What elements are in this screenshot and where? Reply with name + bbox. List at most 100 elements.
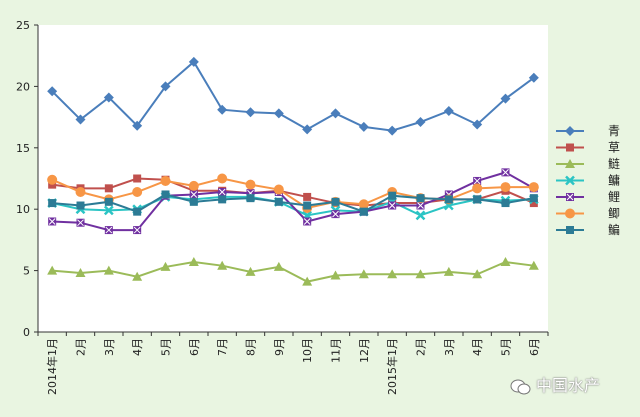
legend-marker xyxy=(565,175,575,186)
data-point xyxy=(103,265,114,275)
data-point xyxy=(273,261,284,271)
legend-entry: 草 xyxy=(556,141,620,155)
data-point xyxy=(473,195,482,204)
data-point xyxy=(274,197,283,206)
marker-cross xyxy=(473,177,481,185)
data-point xyxy=(415,210,426,221)
x-axis-ticks: 2014年1月 2月 3月 4月 5月 6月 7月 8月 9月 10月 11月 12月 2015年1月 2… xyxy=(37,332,549,395)
series-line xyxy=(52,260,534,283)
data-point xyxy=(217,173,228,184)
data-point xyxy=(416,194,425,203)
legend-entry: 鳊 xyxy=(556,222,620,237)
data-point xyxy=(330,108,341,119)
legend-entry: 鲢 xyxy=(556,156,620,171)
data-point xyxy=(528,72,539,83)
marker-cross xyxy=(417,202,424,209)
data-point xyxy=(528,182,539,193)
data-point xyxy=(359,207,368,216)
data-point xyxy=(75,187,86,198)
data-point xyxy=(387,125,398,136)
x-tick-label: 8月 xyxy=(245,338,258,356)
y-axis-ticks: 0 5 10 15 20 25 xyxy=(16,19,38,339)
marker-cross xyxy=(77,219,84,227)
x-tick-label: 3月 xyxy=(103,338,116,356)
data-point xyxy=(218,195,227,204)
legend-entry: 鲤 xyxy=(556,190,620,204)
data-point xyxy=(75,268,86,278)
data-point xyxy=(500,93,511,104)
data-point xyxy=(388,201,397,210)
data-point xyxy=(529,199,538,208)
data-point xyxy=(302,124,313,135)
wechat-icon xyxy=(510,379,531,394)
marker-cross xyxy=(190,191,198,198)
data-point xyxy=(133,207,142,216)
data-point xyxy=(76,201,85,210)
data-point xyxy=(303,217,312,226)
x-tick-label: 2014年1月 xyxy=(45,338,59,395)
x-tick-label: 6月 xyxy=(188,338,201,356)
data-point xyxy=(358,121,369,132)
data-point xyxy=(387,269,398,279)
data-point xyxy=(416,201,425,210)
data-point xyxy=(132,271,143,281)
data-point xyxy=(358,199,369,210)
data-point xyxy=(501,199,510,208)
x-tick-label: 3月 xyxy=(443,338,456,356)
y-tick-label: 5 xyxy=(23,265,30,278)
x-tick-label: 2月 xyxy=(75,338,88,356)
x-tick-label: 2月 xyxy=(415,338,428,356)
data-point xyxy=(48,217,57,226)
data-point xyxy=(273,108,284,119)
y-tick-label: 10 xyxy=(16,203,30,216)
series-line xyxy=(51,60,535,132)
data-point xyxy=(104,197,113,206)
series-line xyxy=(52,193,535,213)
legend-label: 鳊 xyxy=(608,222,620,237)
data-point xyxy=(501,168,510,177)
data-point xyxy=(160,81,171,92)
x-tick-label: 5月 xyxy=(160,338,173,356)
legend-marker xyxy=(565,159,575,168)
x-tick-label: 4月 xyxy=(471,338,484,356)
data-point xyxy=(217,104,228,115)
y-tick-label: 25 xyxy=(16,19,30,32)
data-point xyxy=(303,201,312,210)
x-tick-label: 2015年1月 xyxy=(385,338,399,395)
data-point xyxy=(245,179,256,190)
data-point xyxy=(132,187,143,198)
data-point xyxy=(302,276,313,286)
y-tick-label: 20 xyxy=(16,80,30,93)
legend-marker xyxy=(566,226,574,234)
series-3 xyxy=(47,257,539,286)
data-point xyxy=(528,260,539,270)
data-point xyxy=(358,269,369,279)
data-point xyxy=(47,265,58,275)
watermark-text: 中国水产 xyxy=(536,376,601,395)
marker-cross xyxy=(105,226,113,234)
data-point xyxy=(160,261,171,271)
legend-label: 鲢 xyxy=(608,156,620,171)
legend-marker xyxy=(565,208,575,219)
marker-cross xyxy=(48,218,56,225)
data-point xyxy=(472,183,483,194)
marker-cross xyxy=(388,202,396,209)
legend-label: 鳙 xyxy=(608,173,620,188)
data-point xyxy=(303,192,312,201)
legend-entry: 鲫 xyxy=(556,207,620,221)
plot-area xyxy=(38,25,548,332)
data-point xyxy=(75,114,86,125)
legend-entry: 青 xyxy=(556,124,620,138)
data-point xyxy=(103,205,114,216)
marker-cross xyxy=(218,188,226,196)
data-point xyxy=(160,175,171,186)
legend-label: 青 xyxy=(608,124,620,138)
data-point xyxy=(132,120,143,131)
data-point xyxy=(500,257,511,267)
x-tick-label: 6月 xyxy=(528,338,541,356)
data-point xyxy=(218,188,227,197)
series-line xyxy=(52,171,535,232)
data-point xyxy=(103,92,114,103)
